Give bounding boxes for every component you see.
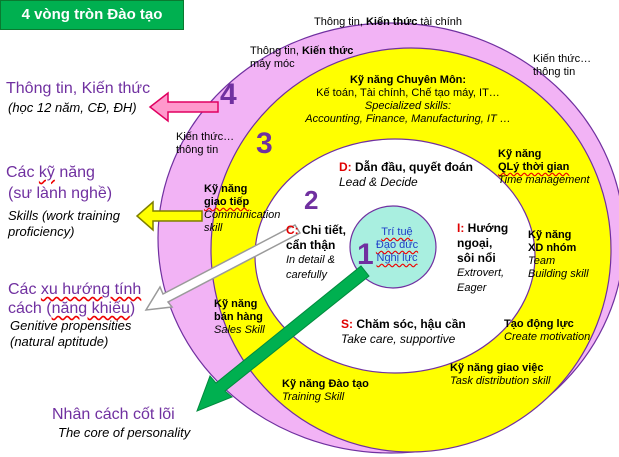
label-core-personality: Nhân cách cốt lõi [52,406,175,423]
arrow-skills [135,200,203,232]
label-skills-paren: (sư lành nghề) [8,185,113,202]
ring3-team-building: Kỹ năng XD nhóm Team Building skill [528,229,589,280]
ring3-motivation: Tạo động lực Create motivation [504,318,591,343]
ring-number-3: 3 [256,127,273,160]
label-core-personality-sub: The core of personality [58,425,191,440]
ring3-machine-knowledge: Thông tin, Kiến thức máy móc [250,45,354,70]
label-propensities: Các xu hướng tính cách (năng khiếu) [8,281,142,317]
core-circle [349,205,437,289]
ring4-left-knowledge: Kiến thức… thông tin [176,131,235,156]
diagram-title: 4 vòng tròn Đào tạo [0,0,184,30]
ring3-professional-skills: Kỹ năng Chuyên Môn: Kế toán, Tài chính, … [305,74,511,125]
ring-number-2: 2 [304,185,319,215]
ring-number-4: 4 [220,78,237,111]
label-propensities-sub: Genitive propensities (natural aptitude) [10,318,132,349]
ring3-sales: Kỹ năng bán hàng Sales Skill [214,298,265,336]
core-qualities: Trí tuệ Đạo đức Nghị lực [375,226,419,264]
ring2-conscientiousness: C: Chi tiết, cẩn thận In detail & carefu… [286,223,347,281]
ring2-influence: I: Hướng ngoại, sôi nổi Extrovert, Eager [457,221,509,294]
label-knowledge-sub: (học 12 năm, CĐ, ĐH) [8,100,137,115]
ring4-right-knowledge: Kiến thức… thông tin [533,53,592,78]
arrow-propensities [144,224,302,311]
ring3-training: Kỹ năng Đào tạo Training Skill [282,378,369,403]
label-skills: Các kỹ năng [6,164,95,181]
arrow-knowledge [148,91,219,123]
ring4-finance-knowledge: Thông tin, Kiến thức tài chính [314,16,462,28]
label-skills-sub: Skills (work training proficiency) [8,208,120,239]
ring2-dominance: D: Dẫn đầu, quyết đoán Lead & Decide [339,160,474,189]
arrow-core [196,265,370,412]
ring3-time-management: Kỹ năng QLý thời gian Time management [498,148,590,186]
ring2-steadiness: S: Chăm sóc, hậu cần Take care, supporti… [341,317,466,346]
label-knowledge: Thông tin, Kiến thức [6,80,151,97]
ring-number-1: 1 [357,238,374,271]
ring3-communication: Kỹ năng giao tiếp Communication skill [204,183,281,234]
ring3-task-distribution: Kỹ năng giao việc Task distribution skil… [450,362,551,387]
